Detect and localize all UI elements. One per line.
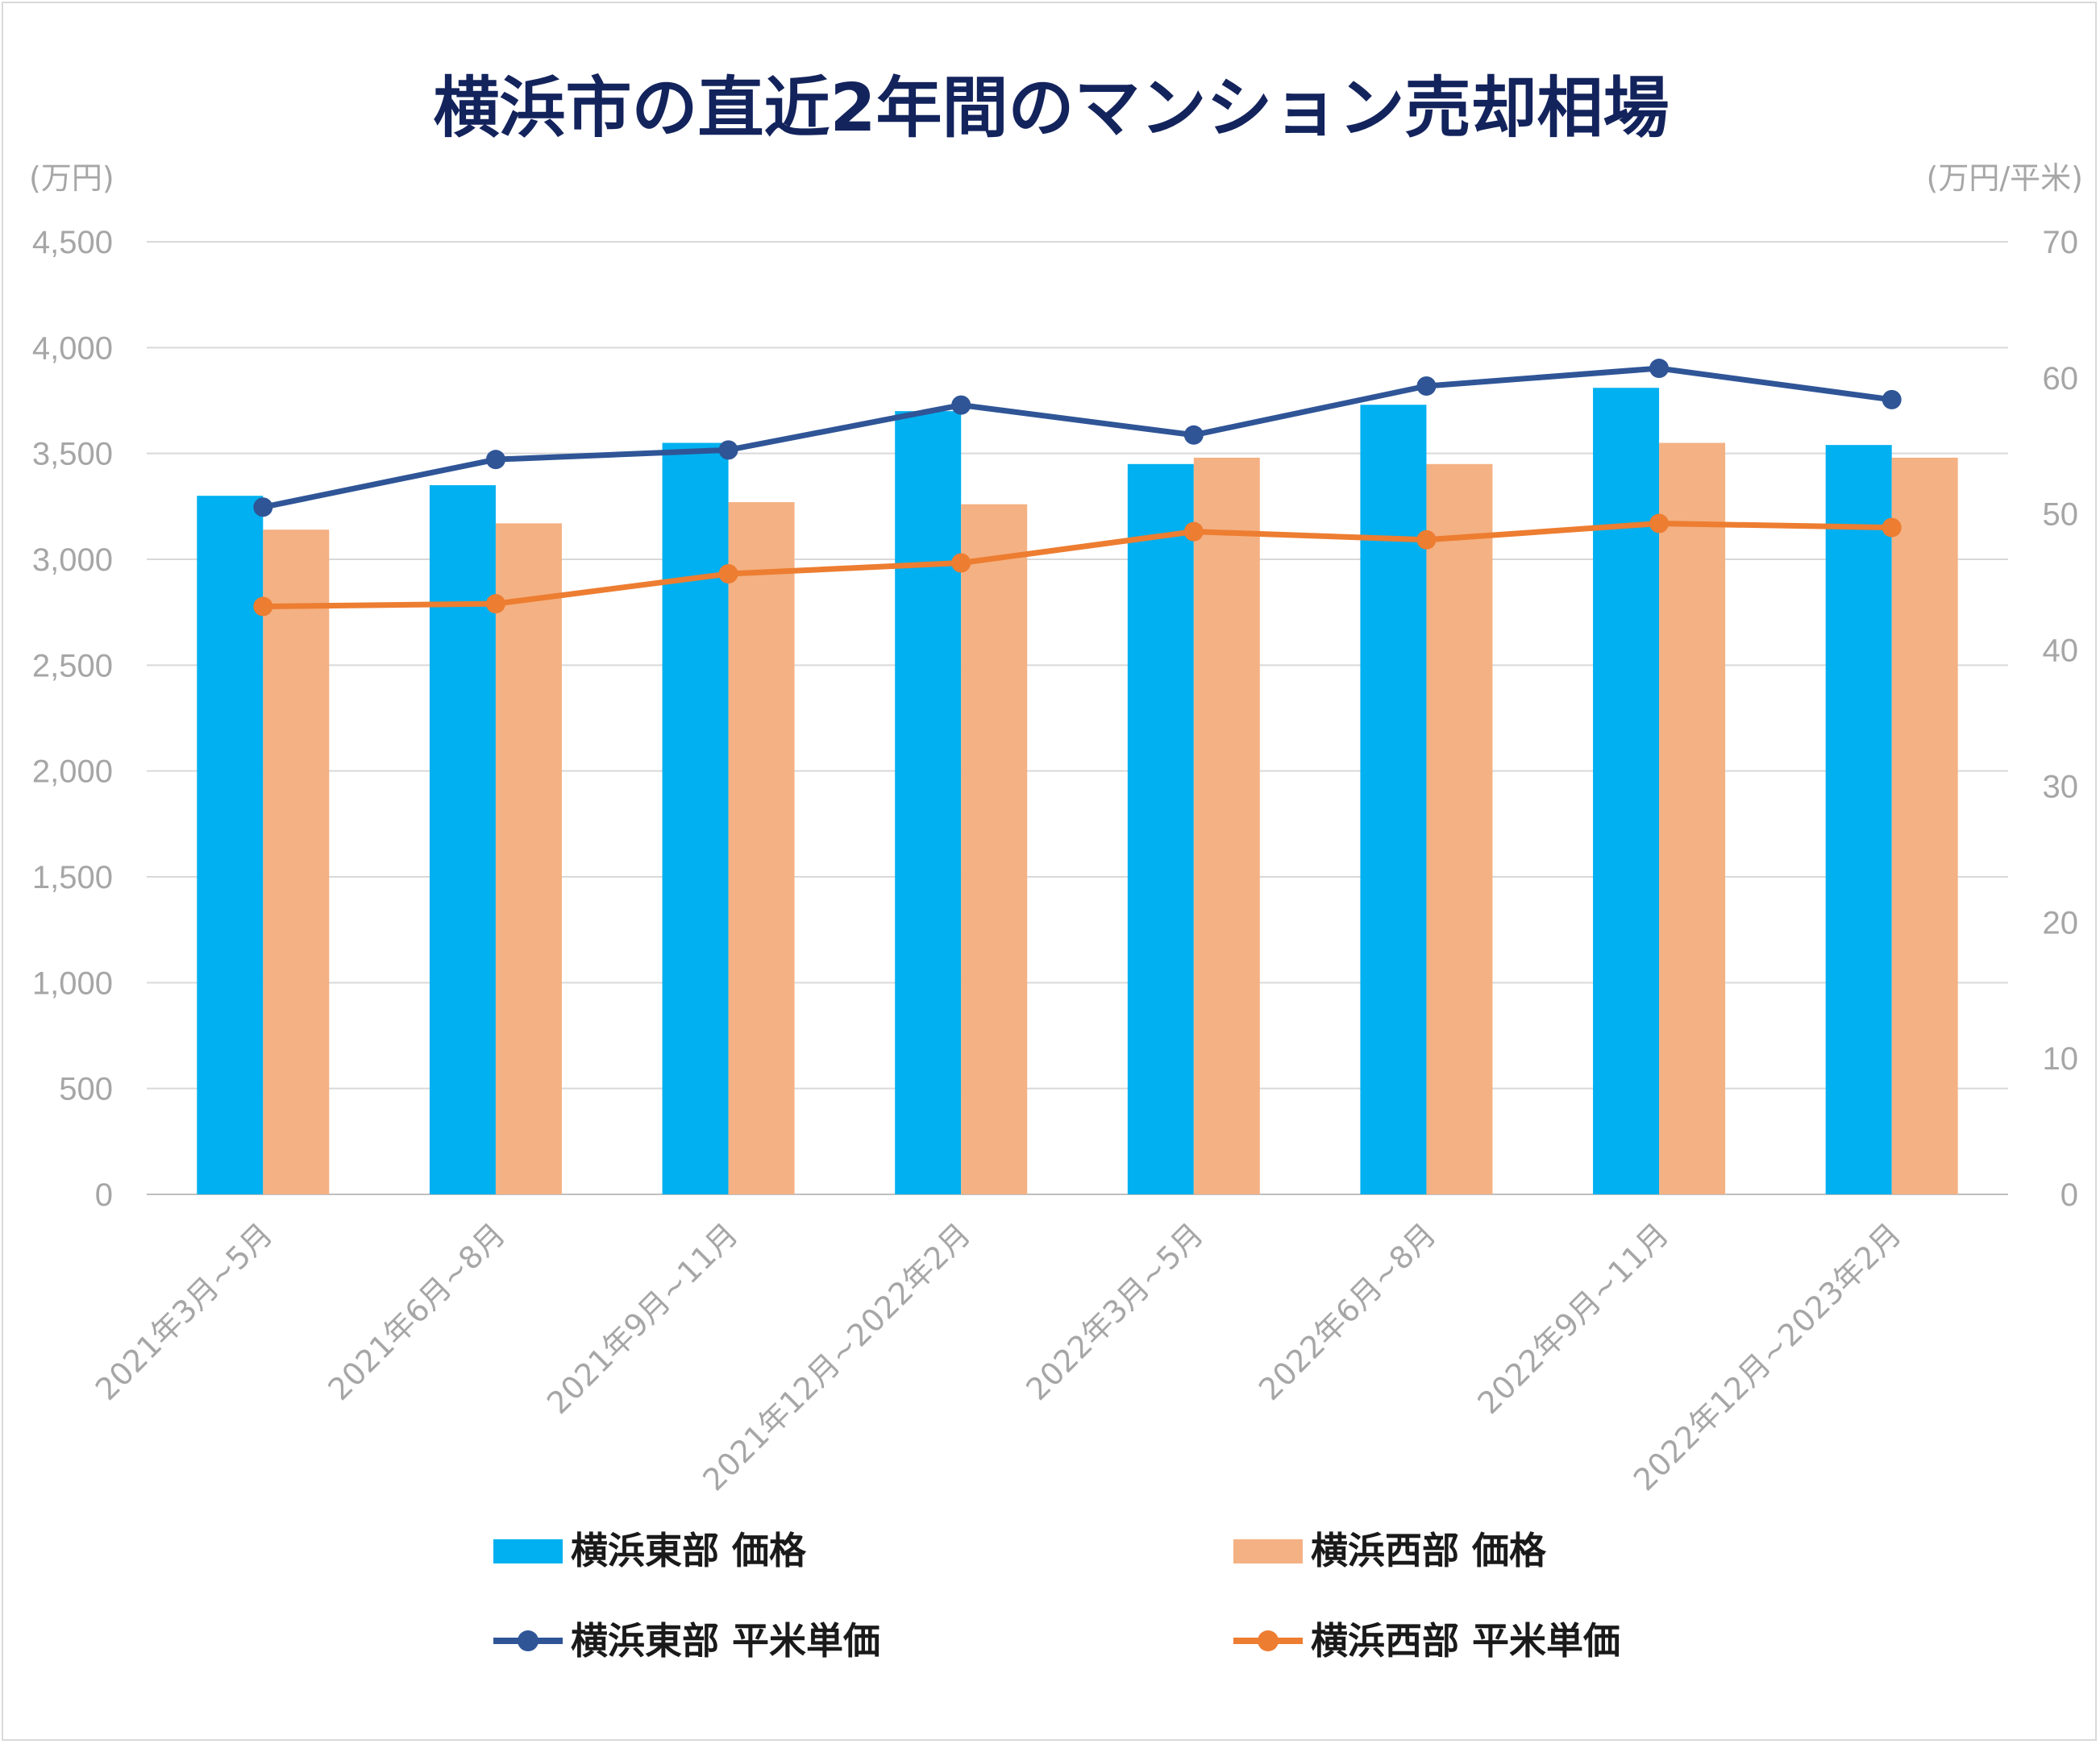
bar-west-price: [1193, 457, 1260, 1194]
bar-east-price: [197, 496, 264, 1194]
bar-east-price: [429, 485, 496, 1194]
legend-label: 横浜西部 平米単価: [1311, 1619, 1620, 1663]
line-east-unit-price: [262, 365, 1893, 510]
bar-west-price: [961, 504, 1028, 1194]
left-axis-ticks: 0 500 1,000 1,500 2,000 2,500 3,000 3,500 4,000 4…: [32, 225, 113, 1213]
legend-swatch-bar: [493, 1539, 563, 1563]
point-west-unit-price: [1882, 517, 1902, 538]
point-east-unit-price: [253, 497, 273, 517]
bar-west-price: [1426, 463, 1493, 1194]
point-west-unit-price: [485, 594, 505, 614]
left-tick-label: 2,500: [32, 648, 113, 683]
line-west-unit-price: [263, 521, 1892, 610]
category-label: 2021年12月~2022年2月: [696, 1216, 977, 1497]
line-series: [253, 359, 1902, 617]
left-tick-label: 1,000: [32, 965, 113, 1001]
legend-label: 横浜西部 価格: [1311, 1529, 1547, 1572]
bar-west-price: [1659, 442, 1726, 1194]
bar-west-price: [1891, 457, 1958, 1194]
legend-swatch-marker: [1258, 1630, 1279, 1651]
category-label: 2022年9月~11月: [1471, 1216, 1676, 1421]
point-east-unit-price: [1649, 359, 1670, 379]
point-west-unit-price: [951, 553, 971, 573]
category-label: 2021年9月~11月: [540, 1216, 745, 1421]
category-label: 2021年3月~5月: [89, 1216, 280, 1407]
left-tick-label: 2,000: [32, 754, 113, 790]
bar-east-price: [1127, 463, 1194, 1194]
left-axis-unit: (万円): [29, 160, 114, 196]
bar-series: [197, 388, 1958, 1195]
right-tick-label: 20: [2043, 905, 2079, 941]
right-tick-label: 50: [2043, 497, 2079, 533]
bar-west-price: [495, 523, 562, 1194]
point-east-unit-price: [1882, 389, 1902, 409]
category-label: 2022年12月~2023年2月: [1627, 1216, 1908, 1497]
right-tick-label: 10: [2043, 1041, 2079, 1077]
left-tick-label: 500: [59, 1072, 113, 1107]
chart-title: 横浜市の直近2年間のマンション売却相場: [433, 70, 1669, 147]
point-west-unit-price: [718, 564, 738, 584]
right-axis-unit: (万円/平米): [1927, 160, 2083, 196]
bar-east-price: [895, 411, 962, 1195]
chart-canvas: 横浜市の直近2年間のマンション売却相場 (万円) (万円/平米) 05001,0…: [29, 70, 2083, 1663]
category-labels: 2021年3月~5月 2021年6月~8月 2021年9月~11月2021年12月~…: [89, 1216, 1908, 1497]
right-tick-label: 60: [2043, 361, 2079, 397]
left-tick-label: 3,000: [32, 542, 113, 578]
legend-swatch-bar: [1233, 1539, 1303, 1563]
bar-east-price: [662, 442, 729, 1194]
point-east-unit-price: [951, 395, 971, 415]
point-east-unit-price: [718, 440, 738, 460]
right-tick-label: 70: [2043, 225, 2079, 260]
left-tick-label: 4,000: [32, 330, 113, 366]
category-label: 2021年6月~8月: [321, 1216, 512, 1407]
point-east-unit-price: [1183, 425, 1204, 445]
right-tick-label: 30: [2043, 769, 2079, 804]
right-tick-label: 0: [2060, 1177, 2078, 1213]
bar-east-price: [1360, 405, 1427, 1195]
right-tick-label: 40: [2043, 633, 2079, 669]
point-east-unit-price: [1416, 376, 1437, 396]
left-tick-label: 1,500: [32, 860, 113, 895]
category-label: 2022年3月~5月: [1019, 1216, 1210, 1407]
left-tick-label: 3,500: [32, 437, 113, 472]
left-tick-label: 4,500: [32, 225, 113, 260]
bar-east-price: [1593, 388, 1660, 1194]
left-tick-label: 0: [95, 1177, 113, 1213]
point-west-unit-price: [1649, 513, 1670, 534]
category-label: 2022年6月~8月: [1252, 1216, 1443, 1407]
point-west-unit-price: [1183, 521, 1204, 542]
bar-east-price: [1825, 445, 1892, 1194]
point-east-unit-price: [485, 450, 505, 470]
legend-label: 横浜東部 価格: [571, 1529, 807, 1572]
point-west-unit-price: [1416, 529, 1437, 550]
legend-swatch-marker: [518, 1630, 539, 1651]
bar-west-price: [263, 529, 330, 1194]
right-axis-ticks: 0 10 20 30 40 50 60 70: [2043, 225, 2079, 1213]
point-west-unit-price: [253, 596, 273, 617]
gridlines: [147, 241, 2008, 1195]
legend-label: 横浜東部 平米単価: [571, 1619, 880, 1663]
bar-west-price: [728, 502, 795, 1194]
